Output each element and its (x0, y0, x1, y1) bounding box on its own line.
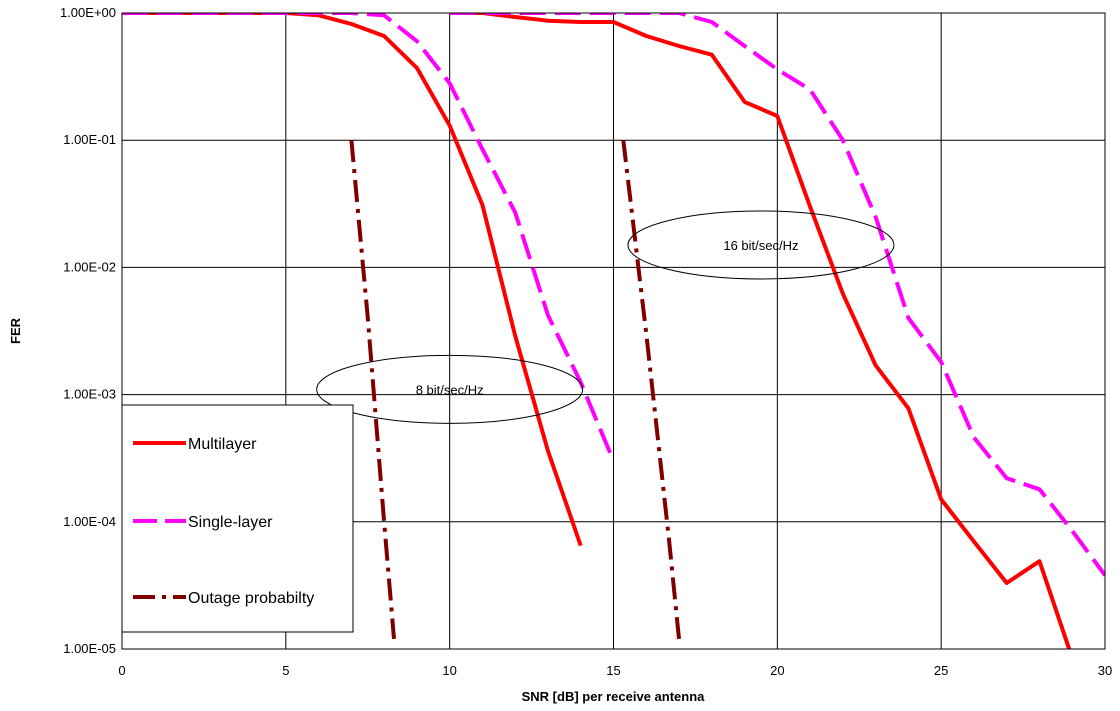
series-line-outage-probabilty (349, 140, 396, 640)
legend-label: Multilayer (188, 436, 257, 453)
x-tick-label: 30 (1098, 663, 1112, 678)
annotations-group: 16 bit/sec/Hz 8 bit/sec/Hz (316, 210, 895, 424)
x-tick-label: 25 (934, 663, 948, 678)
legend-label: Single-layer (188, 514, 273, 531)
y-tick-labels: 1.00E+00 1.00E-01 1.00E-02 1.00E-03 1.00E-04… (60, 5, 116, 656)
series-group (122, 13, 1105, 649)
legend: Multilayer Single-layer Outage probabilty (121, 404, 354, 633)
annotation-label: 8 bit/sec/Hz (416, 382, 484, 397)
y-tick-label: 1.00E-03 (63, 387, 116, 402)
annotation-ellipse (316, 354, 584, 424)
y-tick-label: 1.00E-05 (63, 641, 116, 656)
series-line-multilayer (449, 13, 1072, 649)
annotation-ellipse (627, 210, 895, 280)
y-tick-label: 1.00E-01 (63, 132, 116, 147)
x-axis-title: SNR [dB] per receive antenna (522, 689, 706, 704)
x-tick-label: 10 (442, 663, 456, 678)
y-tick-label: 1.00E+00 (60, 5, 116, 20)
y-tick-label: 1.00E-04 (63, 514, 116, 529)
series-line-single-layer (122, 13, 616, 462)
series-line-outage-probabilty (621, 139, 681, 640)
x-tick-label: 0 (118, 663, 125, 678)
x-tick-label: 15 (606, 663, 620, 678)
x-tick-label: 5 (282, 663, 289, 678)
annotation-label: 16 bit/sec/Hz (723, 238, 798, 253)
legend-label: Outage probabilty (188, 590, 314, 607)
y-tick-label: 1.00E-02 (63, 259, 116, 274)
y-axis-title: FER (8, 317, 23, 344)
plot-frame (121, 12, 1106, 650)
x-tick-labels: 0 5 10 15 20 25 30 (118, 663, 1112, 678)
x-tick-label: 20 (770, 663, 784, 678)
